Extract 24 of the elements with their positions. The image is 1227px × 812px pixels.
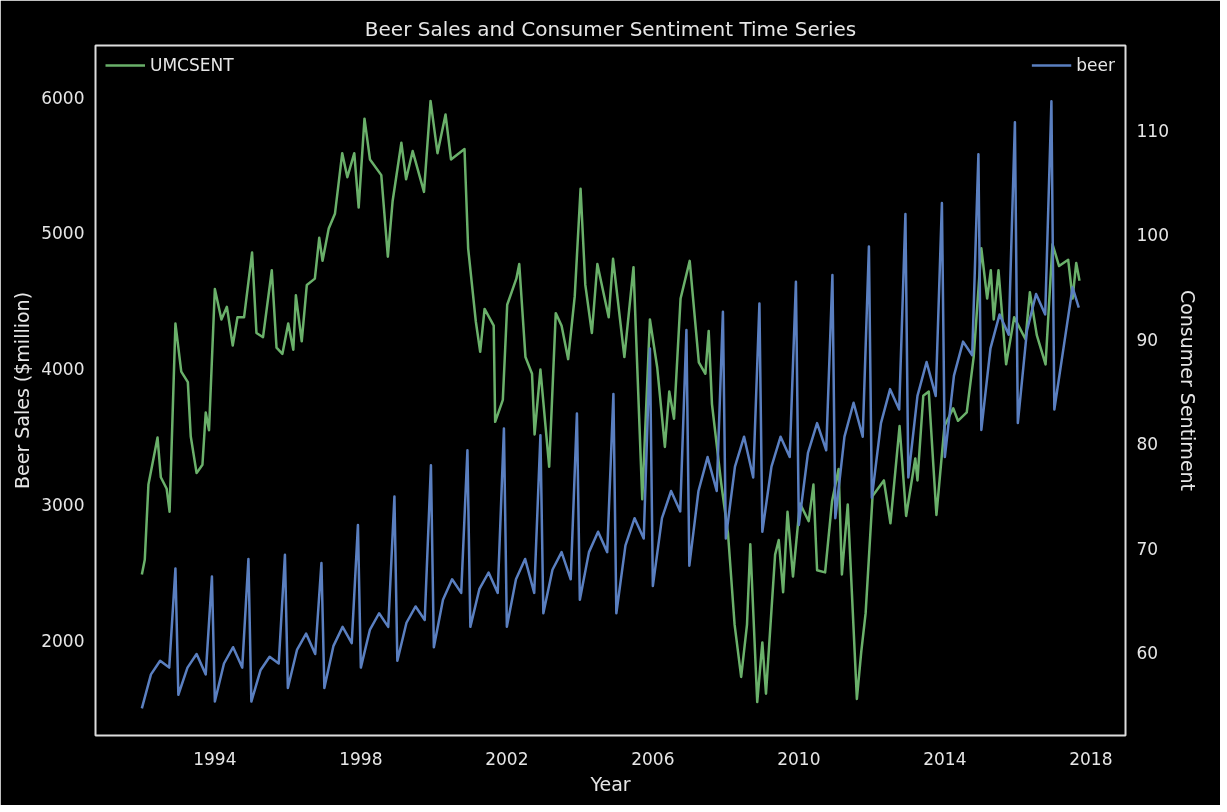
legend-label: beer [1076, 55, 1115, 75]
x-tick-label: 2014 [923, 748, 967, 769]
y-axis-title: Beer Sales ($million) [11, 291, 34, 490]
x-tick-label: 1998 [339, 748, 383, 769]
y2-tick-label: 110 [1136, 120, 1169, 141]
y2-tick-label: 60 [1136, 643, 1159, 664]
y2-tick-label: 70 [1136, 538, 1159, 559]
x-tick-label: 1994 [193, 748, 237, 769]
y2-axis-title: Consumer Sentiment [1176, 289, 1199, 492]
y-tick-label: 2000 [41, 630, 85, 651]
x-axis-title: Year [589, 772, 631, 795]
legend-label: UMCSENT [150, 55, 234, 75]
x-tick-label: 2018 [1069, 748, 1113, 769]
x-tick-label: 2010 [777, 748, 821, 769]
y2-tick-label: 80 [1136, 434, 1159, 455]
y2-tick-label: 90 [1136, 329, 1159, 350]
x-tick-label: 2006 [631, 748, 675, 769]
y-tick-label: 5000 [41, 223, 85, 244]
y-tick-label: 4000 [41, 359, 85, 380]
y-tick-label: 6000 [41, 87, 85, 108]
chart-title: Beer Sales and Consumer Sentiment Time Series [364, 16, 857, 41]
y-tick-label: 3000 [41, 495, 85, 516]
x-tick-label: 2002 [485, 748, 529, 769]
y2-tick-label: 100 [1136, 225, 1169, 246]
